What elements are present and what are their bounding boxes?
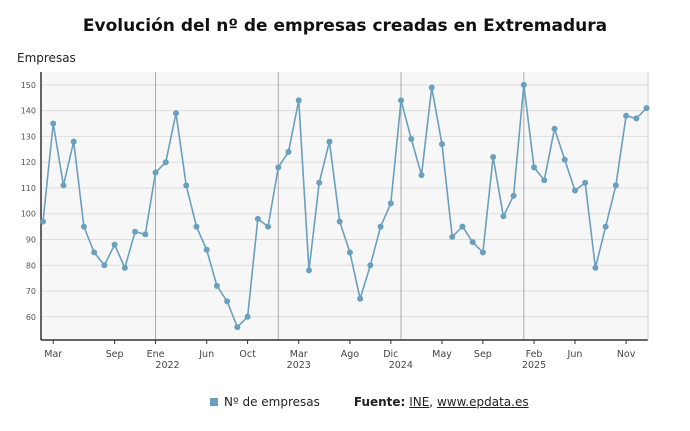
x-year-label: 2023 [287,360,311,371]
data-point [305,267,312,274]
data-point [162,159,169,166]
data-point [367,262,374,269]
y-tick-label: 140 [21,107,36,116]
y-tick-label: 80 [26,261,36,270]
x-tick-label: Nov [617,349,636,360]
data-point [213,282,220,289]
y-tick-label: 110 [21,184,36,193]
data-point [643,105,650,112]
y-tick-label: 70 [26,287,36,296]
x-year-label: 2025 [522,360,546,371]
data-point [520,81,527,88]
x-tick-label: May [432,349,452,360]
data-point [234,324,241,331]
data-point [295,97,302,104]
x-tick-label: Dic [383,349,398,360]
data-point [582,179,589,186]
y-tick-label: 130 [21,132,36,141]
data-point [541,177,548,184]
source-site-link[interactable]: www.epdata.es [436,395,529,409]
source-sep: , [429,395,434,409]
data-point [623,112,630,119]
data-point [592,264,599,271]
data-point [172,110,179,117]
data-point [244,313,251,320]
legend-swatch [210,398,218,406]
y-axis-label: Empresas [17,51,76,65]
x-tick-label: Feb [526,349,543,360]
data-point [418,172,425,179]
data-point [132,228,139,235]
x-tick-label: Oct [239,349,256,360]
data-point [203,246,210,253]
source-org-link[interactable]: INE [409,395,430,409]
data-point [121,264,128,271]
data-point [50,120,57,127]
data-point [142,231,149,238]
data-point [571,187,578,194]
data-point [316,179,323,186]
legend: Nº de empresas Fuente: INE, www.epdata.e… [210,395,529,409]
data-point [60,182,67,189]
x-tick-label: Mar [290,349,308,360]
data-point [510,192,517,199]
y-tick-label: 60 [26,313,36,322]
x-tick-label: Sep [474,349,492,360]
x-year-label: 2024 [389,360,413,371]
data-point [408,136,415,142]
data-point [152,169,159,176]
data-point [449,233,456,240]
data-point [80,223,87,230]
data-point [275,164,282,171]
data-point [326,138,333,145]
x-tick-label: Ago [341,349,360,360]
x-tick-label: Sep [106,349,124,360]
data-point [336,218,343,225]
data-point [551,125,558,132]
data-point [561,156,568,163]
x-tick-label: Jun [198,349,214,360]
y-tick-label: 150 [21,81,36,90]
data-point [224,298,231,305]
data-point [387,200,394,207]
data-point [438,141,445,148]
data-point [531,164,538,171]
x-year-label: 2022 [155,360,179,371]
y-tick-label: 90 [26,236,36,245]
data-point [265,223,272,230]
data-point [70,138,77,145]
data-point [469,239,476,246]
source-label: Fuente: [353,395,406,409]
source: Fuente: INE, www.epdata.es [354,395,529,409]
data-point [285,148,292,155]
data-point [428,84,435,91]
data-point [183,182,190,189]
data-point [500,213,507,220]
data-point [40,218,46,225]
y-tick-label: 120 [21,158,36,167]
data-point [459,223,466,230]
x-tick-label: Jun [567,349,583,360]
data-point [111,241,118,248]
y-tick-label: 100 [21,210,36,219]
data-point [346,249,353,256]
data-point [101,262,108,269]
legend-label: Nº de empresas [224,395,320,409]
x-tick-label: Mar [44,349,62,360]
plot-area [41,72,648,340]
data-point [193,223,200,230]
chart-title: Evolución del nº de empresas creadas en … [82,16,608,36]
data-point [479,249,486,256]
data-point [602,223,609,230]
data-point [398,97,405,104]
data-point [633,115,640,122]
data-point [490,154,497,161]
data-point [377,223,384,230]
data-point [91,249,98,256]
data-point [612,182,619,189]
data-point [254,215,261,222]
data-point [357,295,364,302]
x-tick-label: Ene [147,349,165,360]
